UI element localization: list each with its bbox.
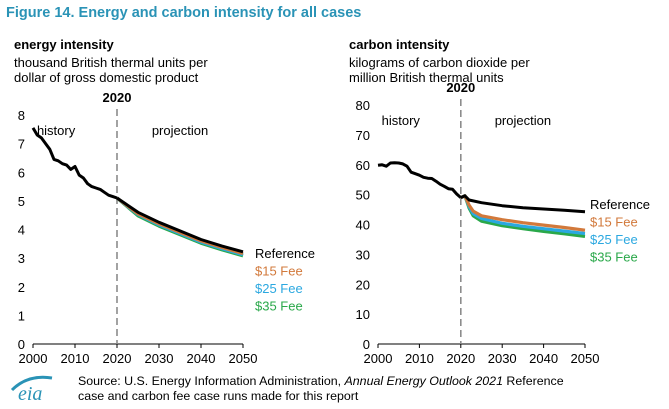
energy-x-tick-label: 2050 — [229, 351, 258, 366]
carbon-series-15-fee — [460, 194, 586, 232]
energy-legend-label: $25 Fee — [255, 281, 303, 296]
source-italic: Annual Energy Outlook 2021 — [344, 374, 503, 388]
carbon-x-tick-label: 2000 — [364, 351, 393, 366]
carbon-legend-label: Reference — [590, 197, 650, 212]
carbon-x-tick-label: 2020 — [446, 351, 475, 366]
eia-logo-arc — [10, 375, 53, 392]
energy-x-tick-label: 2000 — [19, 351, 48, 366]
energy-divider-label: 2020 — [103, 90, 132, 105]
energy-y-tick-label: 5 — [18, 194, 25, 209]
carbon-y-tick-label: 70 — [356, 128, 370, 143]
carbon-x-tick-label: 2010 — [405, 351, 434, 366]
carbon-y-tick-label: 60 — [356, 158, 370, 173]
carbon-x-tick-label: 2050 — [571, 351, 600, 366]
carbon-y-tick-label: 50 — [356, 188, 370, 203]
energy-x-tick-label: 2040 — [187, 351, 216, 366]
left-chart-subtitle: thousand British thermal units per dolla… — [14, 55, 208, 85]
carbon-history-line — [377, 161, 462, 199]
energy-x-tick-label: 2020 — [103, 351, 132, 366]
right-chart-title: carbon intensity — [349, 37, 450, 52]
carbon-y-tick-label: 10 — [356, 307, 370, 322]
carbon-x-tick-label: 2040 — [529, 351, 558, 366]
source-prefix: Source: U.S. Energy Information Administ… — [78, 374, 345, 388]
left-chart-title: energy intensity — [14, 37, 114, 52]
energy-y-tick-label: 6 — [18, 165, 25, 180]
carbon-y-tick-label: 30 — [356, 247, 370, 262]
carbon-projection-label: projection — [495, 113, 551, 128]
energy-history-line — [31, 127, 118, 200]
energy-y-tick-label: 8 — [18, 108, 25, 123]
energy-x-tick-label: 2030 — [145, 351, 174, 366]
energy-legend-label: Reference — [255, 246, 315, 261]
carbon-legend-label: $35 Fee — [590, 250, 638, 265]
eia-logo-text: eia — [18, 383, 42, 404]
carbon-x-tick-label: 2030 — [488, 351, 517, 366]
carbon-y-tick-label: 80 — [356, 98, 370, 113]
source-suffix: Reference — [502, 374, 564, 388]
energy-y-tick-label: 4 — [18, 223, 25, 238]
carbon-series-reference — [460, 194, 586, 214]
carbon-legend-label: $15 Fee — [590, 215, 638, 230]
energy-history-label: history — [37, 123, 76, 138]
eia-logo: eia — [8, 372, 68, 409]
energy-y-tick-label: 0 — [18, 337, 25, 352]
energy-y-tick-label: 3 — [18, 251, 25, 266]
source-note: Source: U.S. Energy Information Administ… — [78, 374, 564, 404]
carbon-divider-label: 2020 — [446, 80, 475, 95]
energy-legend-label: $35 Fee — [255, 299, 303, 314]
energy-y-tick-label: 2 — [18, 280, 25, 295]
energy-projection-label: projection — [152, 123, 208, 138]
right-chart-subtitle: kilograms of carbon dioxide per million … — [349, 55, 530, 85]
carbon-legend-label: $25 Fee — [590, 232, 638, 247]
carbon-history-label: history — [382, 113, 421, 128]
energy-x-tick-label: 2010 — [61, 351, 90, 366]
energy-y-tick-label: 7 — [18, 137, 25, 152]
energy-y-tick-label: 1 — [18, 308, 25, 323]
source-line2: case and carbon fee case runs made for t… — [78, 389, 359, 403]
carbon-y-tick-label: 20 — [356, 277, 370, 292]
carbon-y-tick-label: 40 — [356, 218, 370, 233]
energy-legend-label: $15 Fee — [255, 264, 303, 279]
carbon-y-tick-label: 0 — [363, 337, 370, 352]
energy-series-reference — [116, 196, 244, 254]
figure-title: Figure 14. Energy and carbon intensity f… — [6, 5, 362, 21]
